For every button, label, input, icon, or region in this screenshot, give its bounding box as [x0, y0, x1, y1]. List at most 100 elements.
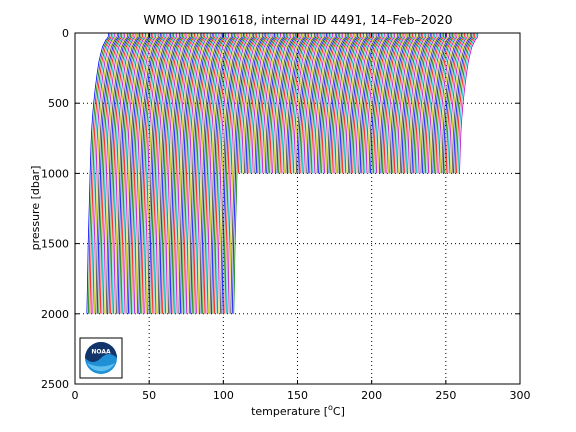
profile-line [102, 33, 126, 314]
profile-line [209, 33, 232, 314]
profile-line [291, 33, 311, 174]
profile-line [104, 33, 127, 314]
profile-line [321, 33, 341, 174]
profile-line [442, 33, 462, 174]
profile-line [135, 33, 158, 314]
profile-line [285, 33, 305, 174]
profile-line [407, 33, 427, 174]
profile-line [422, 33, 442, 174]
noaa-logo-text: NOAA [91, 349, 111, 356]
profile-line [162, 33, 185, 314]
profile-line [141, 33, 164, 314]
profile-line [344, 33, 364, 174]
profile-line [269, 33, 289, 174]
profile-line [171, 33, 194, 314]
profile-line [310, 33, 330, 174]
profile-line [459, 33, 479, 174]
profile-line [295, 33, 315, 174]
profile-line [396, 33, 416, 174]
profile-line [392, 33, 412, 174]
profile-line [383, 33, 403, 174]
profile-line [168, 33, 191, 314]
profile-line [138, 33, 161, 314]
chart-title: WMO ID 1901618, internal ID 4491, 14–Feb… [143, 12, 452, 27]
profile-line [340, 33, 360, 174]
profile-line [255, 33, 275, 174]
profile-line [151, 33, 175, 314]
profile-line [93, 33, 117, 314]
profile-line [352, 33, 372, 174]
profile-line [330, 33, 350, 174]
profile-line [90, 33, 114, 314]
profile-line [301, 33, 321, 174]
profile-line [304, 33, 324, 174]
profile-line [347, 33, 367, 174]
profile-line [147, 33, 170, 314]
profile-line [427, 33, 447, 174]
profile-line [219, 33, 243, 314]
profile-line [110, 33, 133, 314]
profile-line [200, 33, 223, 314]
profile-line [206, 33, 229, 314]
profile-line [370, 33, 390, 174]
profile-line [178, 33, 201, 314]
profile-line [444, 33, 464, 174]
profile-line [212, 33, 235, 314]
y-axis-label: pressure [dbar] [29, 166, 42, 251]
profile-line [270, 33, 290, 174]
profile-line [410, 33, 430, 174]
x-tick-label: 0 [72, 389, 79, 402]
profile-line [92, 33, 115, 314]
profile-line [173, 33, 197, 314]
profile-line [175, 33, 198, 314]
profile-line [294, 33, 314, 174]
profile-line [318, 33, 338, 174]
profile-line [319, 33, 339, 174]
profile-line [327, 33, 347, 174]
profile-line [405, 33, 425, 174]
profile-line [87, 33, 111, 314]
profile-line [95, 33, 118, 314]
profile-line [309, 33, 329, 174]
profile-line [218, 33, 241, 314]
profile-line [289, 33, 310, 174]
grid-lines [75, 33, 520, 384]
profile-line [292, 33, 312, 174]
profile-line [356, 33, 376, 174]
profile-line [398, 33, 418, 174]
profile-line [267, 33, 287, 174]
profile-line [120, 33, 143, 314]
profile-line [381, 33, 401, 174]
profile-line [246, 33, 267, 174]
y-tick-label: 1500 [41, 238, 69, 251]
profile-line [439, 33, 459, 174]
profile-line [227, 33, 250, 314]
profile-line [252, 33, 272, 174]
profile-line [154, 33, 178, 314]
profile-line [185, 33, 209, 314]
profile-line [136, 33, 160, 314]
profile-line [303, 33, 323, 174]
profile-line [393, 33, 413, 174]
profile-line [349, 33, 369, 174]
profile-line [98, 33, 121, 314]
profile-line [273, 33, 293, 174]
profile-line [423, 33, 443, 174]
profile-line [420, 33, 440, 174]
x-tick-label: 200 [361, 389, 382, 402]
profile-line [430, 33, 450, 174]
profile-line [142, 33, 166, 314]
x-tick-label: 250 [435, 389, 456, 402]
profile-line [353, 33, 373, 174]
profile-line [129, 33, 152, 314]
profile-line [324, 33, 344, 174]
profile-line [208, 33, 231, 314]
profile-line [257, 33, 277, 174]
profile-line [279, 33, 299, 174]
profile-line [239, 33, 259, 174]
profile-line [144, 33, 167, 314]
profile-line [338, 33, 358, 174]
profile-line [448, 33, 468, 174]
profile-line [211, 33, 234, 314]
profile-line [249, 33, 269, 174]
